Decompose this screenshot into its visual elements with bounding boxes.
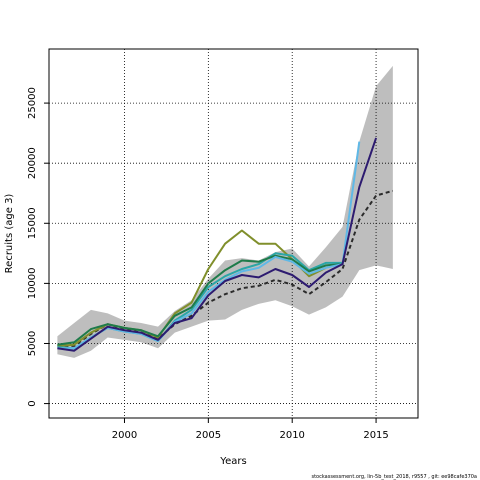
series-layer xyxy=(57,137,394,352)
footer-credit: stockassessment.org, lin-5b_test_2018, r… xyxy=(311,474,477,480)
series-line-1 xyxy=(57,189,394,347)
y-tick-label: 5000 xyxy=(27,331,38,356)
y-tick-label: 20000 xyxy=(27,147,38,179)
x-tick-label: 2010 xyxy=(279,430,304,441)
x-tick-label: 2015 xyxy=(363,430,388,441)
confidence-band xyxy=(57,65,393,358)
y-axis-title: Recruits (age 3) xyxy=(4,194,15,274)
y-tick-label: 15000 xyxy=(27,207,38,239)
plot-frame xyxy=(48,48,419,419)
confidence-band-layer xyxy=(57,65,393,358)
y-tick-label: 0 xyxy=(27,400,38,406)
axis-layer: 2000 2005 2010 2015 0 5000 10000 15000 20000 2500… xyxy=(27,87,389,441)
y-tick-label: 25000 xyxy=(27,87,38,119)
x-tick-label: 2005 xyxy=(196,430,221,441)
series-line-6 xyxy=(57,137,378,352)
x-axis-title: Years xyxy=(219,456,246,467)
series-line-4 xyxy=(57,254,343,346)
y-tick-label: 10000 xyxy=(27,267,38,299)
x-tick-label: 2000 xyxy=(112,430,137,441)
series-line-2 xyxy=(57,229,327,347)
